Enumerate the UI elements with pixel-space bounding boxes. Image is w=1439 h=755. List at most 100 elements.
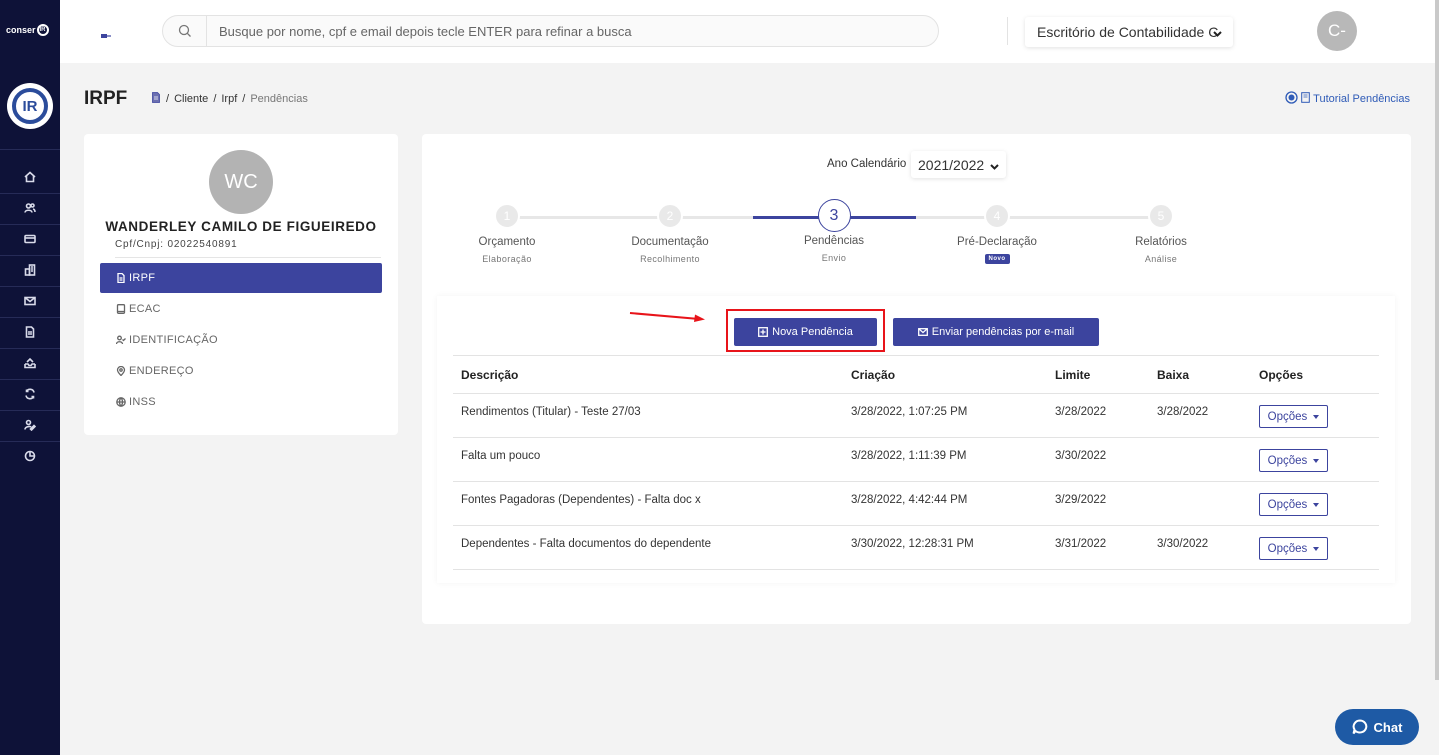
table-row: Rendimentos (Titular) - Teste 27/03 3/28… [453, 393, 1379, 438]
tutorial-link[interactable]: Tutorial Pendências [1285, 91, 1410, 107]
cell-limite: 3/31/2022 [1047, 525, 1149, 570]
step-subtitle: Recolhimento [640, 254, 700, 264]
year-select[interactable]: 2021/2022 [911, 151, 1006, 178]
client-menu-endereco[interactable]: ENDEREÇO [100, 356, 382, 386]
plus-square-icon [758, 327, 769, 337]
step-title: Pendências [803, 235, 865, 247]
cell-descricao: Falta um pouco [453, 437, 843, 482]
breadcrumb-separator: / [242, 93, 246, 105]
client-name: WANDERLEY CAMILO DE FIGUEIREDO [105, 219, 377, 234]
client-menu-ecac[interactable]: ECAC [100, 294, 382, 324]
new-pendencia-label: Nova Pendência [772, 326, 853, 338]
breadcrumb-cliente[interactable]: Cliente [174, 93, 209, 105]
client-menu-inss[interactable]: INSS [100, 387, 382, 417]
client-menu-label: INSS [129, 396, 156, 408]
office-select[interactable]: Escritório de Contabilidade C [1025, 17, 1233, 47]
users-icon[interactable] [20, 198, 40, 218]
cell-descricao: Fontes Pagadoras (Dependentes) - Falta d… [453, 481, 843, 526]
options-label: Opções [1267, 542, 1308, 555]
chat-label: Chat [1373, 719, 1403, 735]
options-dropdown-button[interactable]: Opções [1259, 493, 1328, 516]
options-dropdown-button[interactable]: Opções [1259, 405, 1328, 428]
sidebar-divider [0, 317, 60, 318]
file-icon[interactable] [20, 322, 40, 342]
main-panel: Ano Calendário 2021/2022 1 Orçamento Ela… [422, 134, 1411, 624]
sidebar-divider [0, 348, 60, 349]
search-input[interactable] [207, 23, 907, 39]
step-documentacao[interactable]: 2 Documentação Recolhimento [590, 203, 750, 264]
chevron-down-icon [1212, 26, 1223, 42]
tablet-icon [116, 304, 126, 314]
breadcrumb-irpf[interactable]: Irpf [221, 93, 238, 105]
sidebar-divider [0, 410, 60, 411]
chat-button[interactable]: Chat [1335, 709, 1419, 745]
client-menu-label: ENDEREÇO [129, 365, 194, 377]
inbox-icon[interactable] [20, 353, 40, 373]
table-header-row: Descrição Criação Limite Baixa Opções [453, 355, 1379, 394]
step-pendencias[interactable]: 3 Pendências Envio [754, 199, 914, 263]
send-email-button[interactable]: Enviar pendências por e-mail [893, 318, 1099, 346]
globe-icon [116, 397, 126, 407]
cell-baixa: 3/28/2022 [1149, 393, 1251, 438]
caret-down-icon [1313, 502, 1320, 507]
menu-toggle-icon[interactable] [101, 29, 111, 38]
cell-limite: 3/30/2022 [1047, 437, 1149, 482]
stepper-line [508, 216, 753, 219]
ir-logo[interactable]: IR [7, 83, 53, 129]
home-icon[interactable] [20, 167, 40, 187]
record-icon [1285, 91, 1298, 107]
column-header-limite[interactable]: Limite [1047, 355, 1149, 394]
user-edit-icon[interactable] [20, 415, 40, 435]
cell-limite: 3/28/2022 [1047, 393, 1149, 438]
column-header-opcoes: Opções [1251, 355, 1379, 394]
tutorial-label: Tutorial Pendências [1313, 93, 1410, 105]
page-scrollbar[interactable] [1435, 0, 1439, 680]
client-menu-identificacao[interactable]: IDENTIFICAÇÃO [100, 325, 382, 355]
new-badge: Novo [984, 254, 1010, 264]
sidebar-divider [0, 379, 60, 380]
client-divider [115, 257, 381, 258]
user-check-icon [116, 335, 126, 345]
pendencias-table: Descrição Criação Limite Baixa Opções Re… [453, 355, 1379, 570]
options-dropdown-button[interactable]: Opções [1259, 537, 1328, 560]
step-orcamento[interactable]: 1 Orçamento Elaboração [427, 203, 587, 264]
client-menu-irpf[interactable]: IRPF [100, 263, 382, 293]
table-row: Dependentes - Falta documentos do depend… [453, 525, 1379, 570]
client-card: WC WANDERLEY CAMILO DE FIGUEIREDO Cpf/Cn… [84, 134, 398, 435]
credit-card-icon[interactable] [20, 229, 40, 249]
sync-icon[interactable] [20, 384, 40, 404]
search-icon[interactable] [163, 16, 207, 46]
cell-criacao: 3/28/2022, 4:42:44 PM [843, 481, 1047, 526]
step-number: 4 [984, 203, 1010, 229]
step-pre-declaracao[interactable]: 4 Pré-Declaração Novo [917, 203, 1077, 264]
brand-logo-small[interactable]: conser IR [6, 22, 54, 38]
client-menu-label: ECAC [129, 303, 161, 315]
options-dropdown-button[interactable]: Opções [1259, 449, 1328, 472]
step-relatorios[interactable]: 5 Relatórios Análise [1081, 203, 1241, 264]
pie-chart-icon[interactable] [20, 446, 40, 466]
cell-baixa [1149, 437, 1251, 482]
user-avatar[interactable]: C- [1317, 11, 1357, 51]
pendencias-card: Nova Pendência Enviar pendências por e-m… [437, 296, 1395, 583]
sidebar-divider [0, 286, 60, 287]
caret-down-icon [1313, 414, 1320, 419]
step-number: 2 [657, 203, 683, 229]
page-title: IRPF [84, 88, 128, 109]
year-select-value: 2021/2022 [918, 156, 985, 173]
send-email-label: Enviar pendências por e-mail [931, 326, 1075, 338]
document-icon[interactable] [151, 92, 161, 106]
step-subtitle: Elaboração [482, 254, 532, 264]
step-title: Documentação [631, 236, 709, 248]
column-header-descricao[interactable]: Descrição [453, 355, 843, 394]
cell-criacao: 3/28/2022, 1:11:39 PM [843, 437, 1047, 482]
options-label: Opções [1267, 454, 1308, 467]
cell-criacao: 3/28/2022, 1:07:25 PM [843, 393, 1047, 438]
new-pendencia-button[interactable]: Nova Pendência [734, 318, 877, 346]
chat-bubble-icon [1352, 719, 1367, 735]
building-icon[interactable] [20, 260, 40, 280]
mail-icon[interactable] [20, 291, 40, 311]
column-header-criacao[interactable]: Criação [843, 355, 1047, 394]
cell-opcoes: Opções [1251, 525, 1379, 570]
step-title: Pré-Declaração [957, 236, 1037, 248]
column-header-baixa[interactable]: Baixa [1149, 355, 1251, 394]
